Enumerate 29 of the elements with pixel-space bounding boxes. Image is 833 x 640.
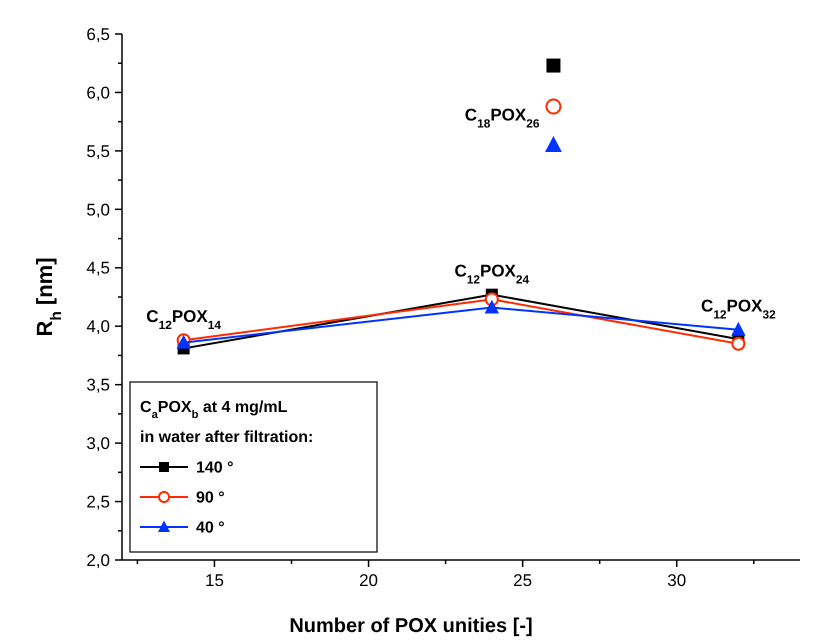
y-tick-label: 6,0 [86,83,110,102]
y-tick-label: 4,5 [86,258,110,278]
point [545,98,562,114]
legend-label: 140 ° [196,460,234,477]
annotation: C$_{12}$POX$_{24}$ [454,262,530,287]
y-tick-label: 2,5 [86,492,110,512]
y-tick-label: 4,0 [86,317,110,336]
y-tick-label: 2,0 [86,550,110,570]
annotation: C$_{12}$POX$_{32}$ [701,296,776,322]
point [546,58,560,73]
point [731,336,746,351]
x-tick-label: 25 [513,571,532,590]
point [484,300,500,314]
legend-label: 90 ° [196,490,225,507]
y-tick-label: 3,0 [86,434,110,454]
point [545,136,562,152]
y-tick-label: 5,5 [86,142,110,161]
x-axis-title: Number of POX unities [-] [289,615,533,637]
legend-title: C$_{a}$POX$_{b}$ at 4 mg/mL in water after filtration: [140,399,314,446]
x-tick-label: 30 [667,571,686,590]
point [731,322,746,336]
x-tick-label: 20 [359,571,378,590]
legend-label: 40 ° [196,520,225,537]
y-tick-label: 6,5 [86,24,110,44]
y-tick-label: 3,5 [86,376,110,395]
x-tick-label: 15 [204,571,224,590]
annotation: C$_{12}$POX$_{14}$ [146,307,222,332]
y-tick-label: 5,0 [86,200,110,220]
annotation: C$_{18}$POX$_{26}$ [464,105,540,130]
